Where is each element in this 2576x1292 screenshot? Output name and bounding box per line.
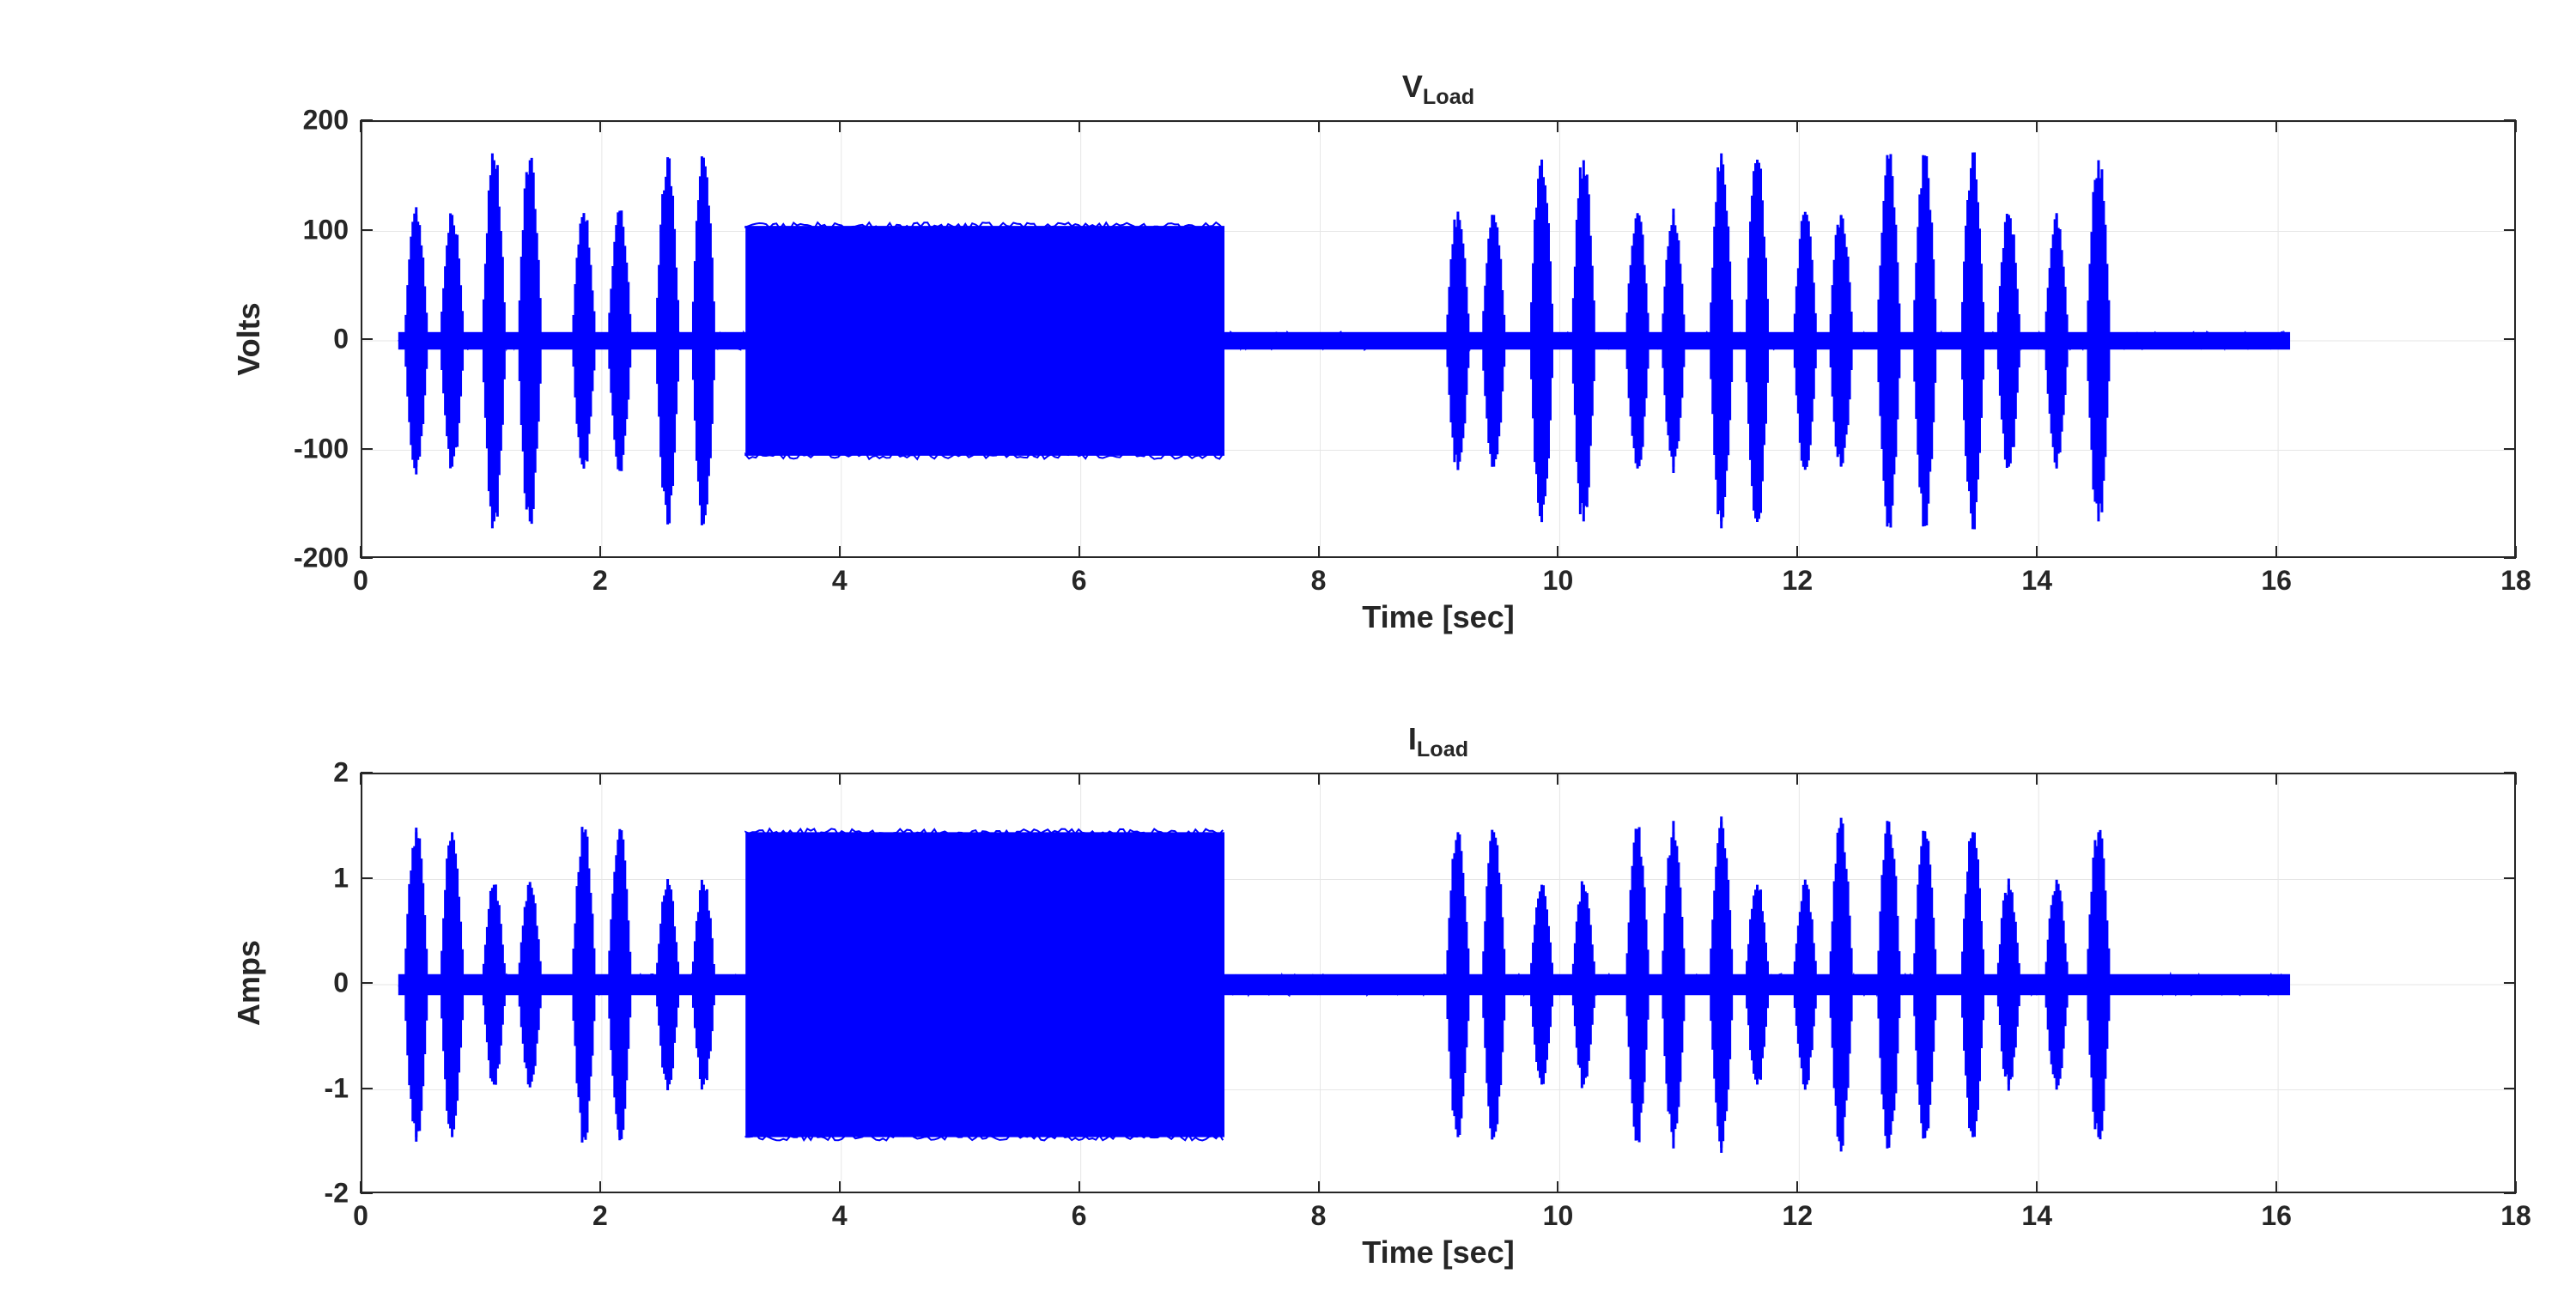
vload-xtick: 16 [2261,565,2292,597]
figure-container: VLoad024681012141618-200-1000100200Time … [0,0,2576,1292]
iload-ytick: -2 [325,1178,349,1210]
vload-ytick: 0 [333,324,349,355]
iload-xtick: 0 [353,1200,368,1232]
iload-ytick: 0 [333,967,349,999]
iload-ytick: 1 [333,862,349,894]
iload-xtick: 12 [1783,1200,1814,1232]
vload-svg [362,122,2516,558]
iload-xtick: 2 [592,1200,608,1232]
vload-ylabel: Volts [231,302,267,375]
vload-ytick: 200 [303,105,349,136]
vload-title: VLoad [1402,69,1474,110]
vload-xtick: 6 [1072,565,1087,597]
vload-ytick: -200 [294,543,349,574]
vload-xtick: 14 [2021,565,2052,597]
vload-ytick: 100 [303,214,349,246]
iload-xtick: 18 [2500,1200,2531,1232]
iload-xtick: 16 [2261,1200,2292,1232]
iload-ytick: 2 [333,757,349,789]
vload-plot-area [361,120,2516,558]
vload-signal [398,153,2290,530]
iload-xlabel: Time [sec] [1362,1234,1514,1271]
vload-xlabel: Time [sec] [1362,599,1514,635]
vload-ytick: -100 [294,433,349,464]
iload-svg [362,774,2516,1193]
iload-plot-area [361,773,2516,1193]
vload-xtick: 4 [832,565,848,597]
iload-xtick: 14 [2021,1200,2052,1232]
iload-ytick: -1 [325,1072,349,1104]
iload-xtick: 8 [1311,1200,1327,1232]
vload-xtick: 10 [1543,565,1574,597]
vload-xtick: 8 [1311,565,1327,597]
vload-xtick: 2 [592,565,608,597]
iload-xtick: 6 [1072,1200,1087,1232]
iload-title: ILoad [1408,721,1468,762]
vload-xtick: 12 [1783,565,1814,597]
iload-ylabel: Amps [231,940,267,1026]
iload-signal [398,816,2290,1153]
vload-xtick: 18 [2500,565,2531,597]
iload-xtick: 10 [1543,1200,1574,1232]
iload-xtick: 4 [832,1200,848,1232]
vload-xtick: 0 [353,565,368,597]
